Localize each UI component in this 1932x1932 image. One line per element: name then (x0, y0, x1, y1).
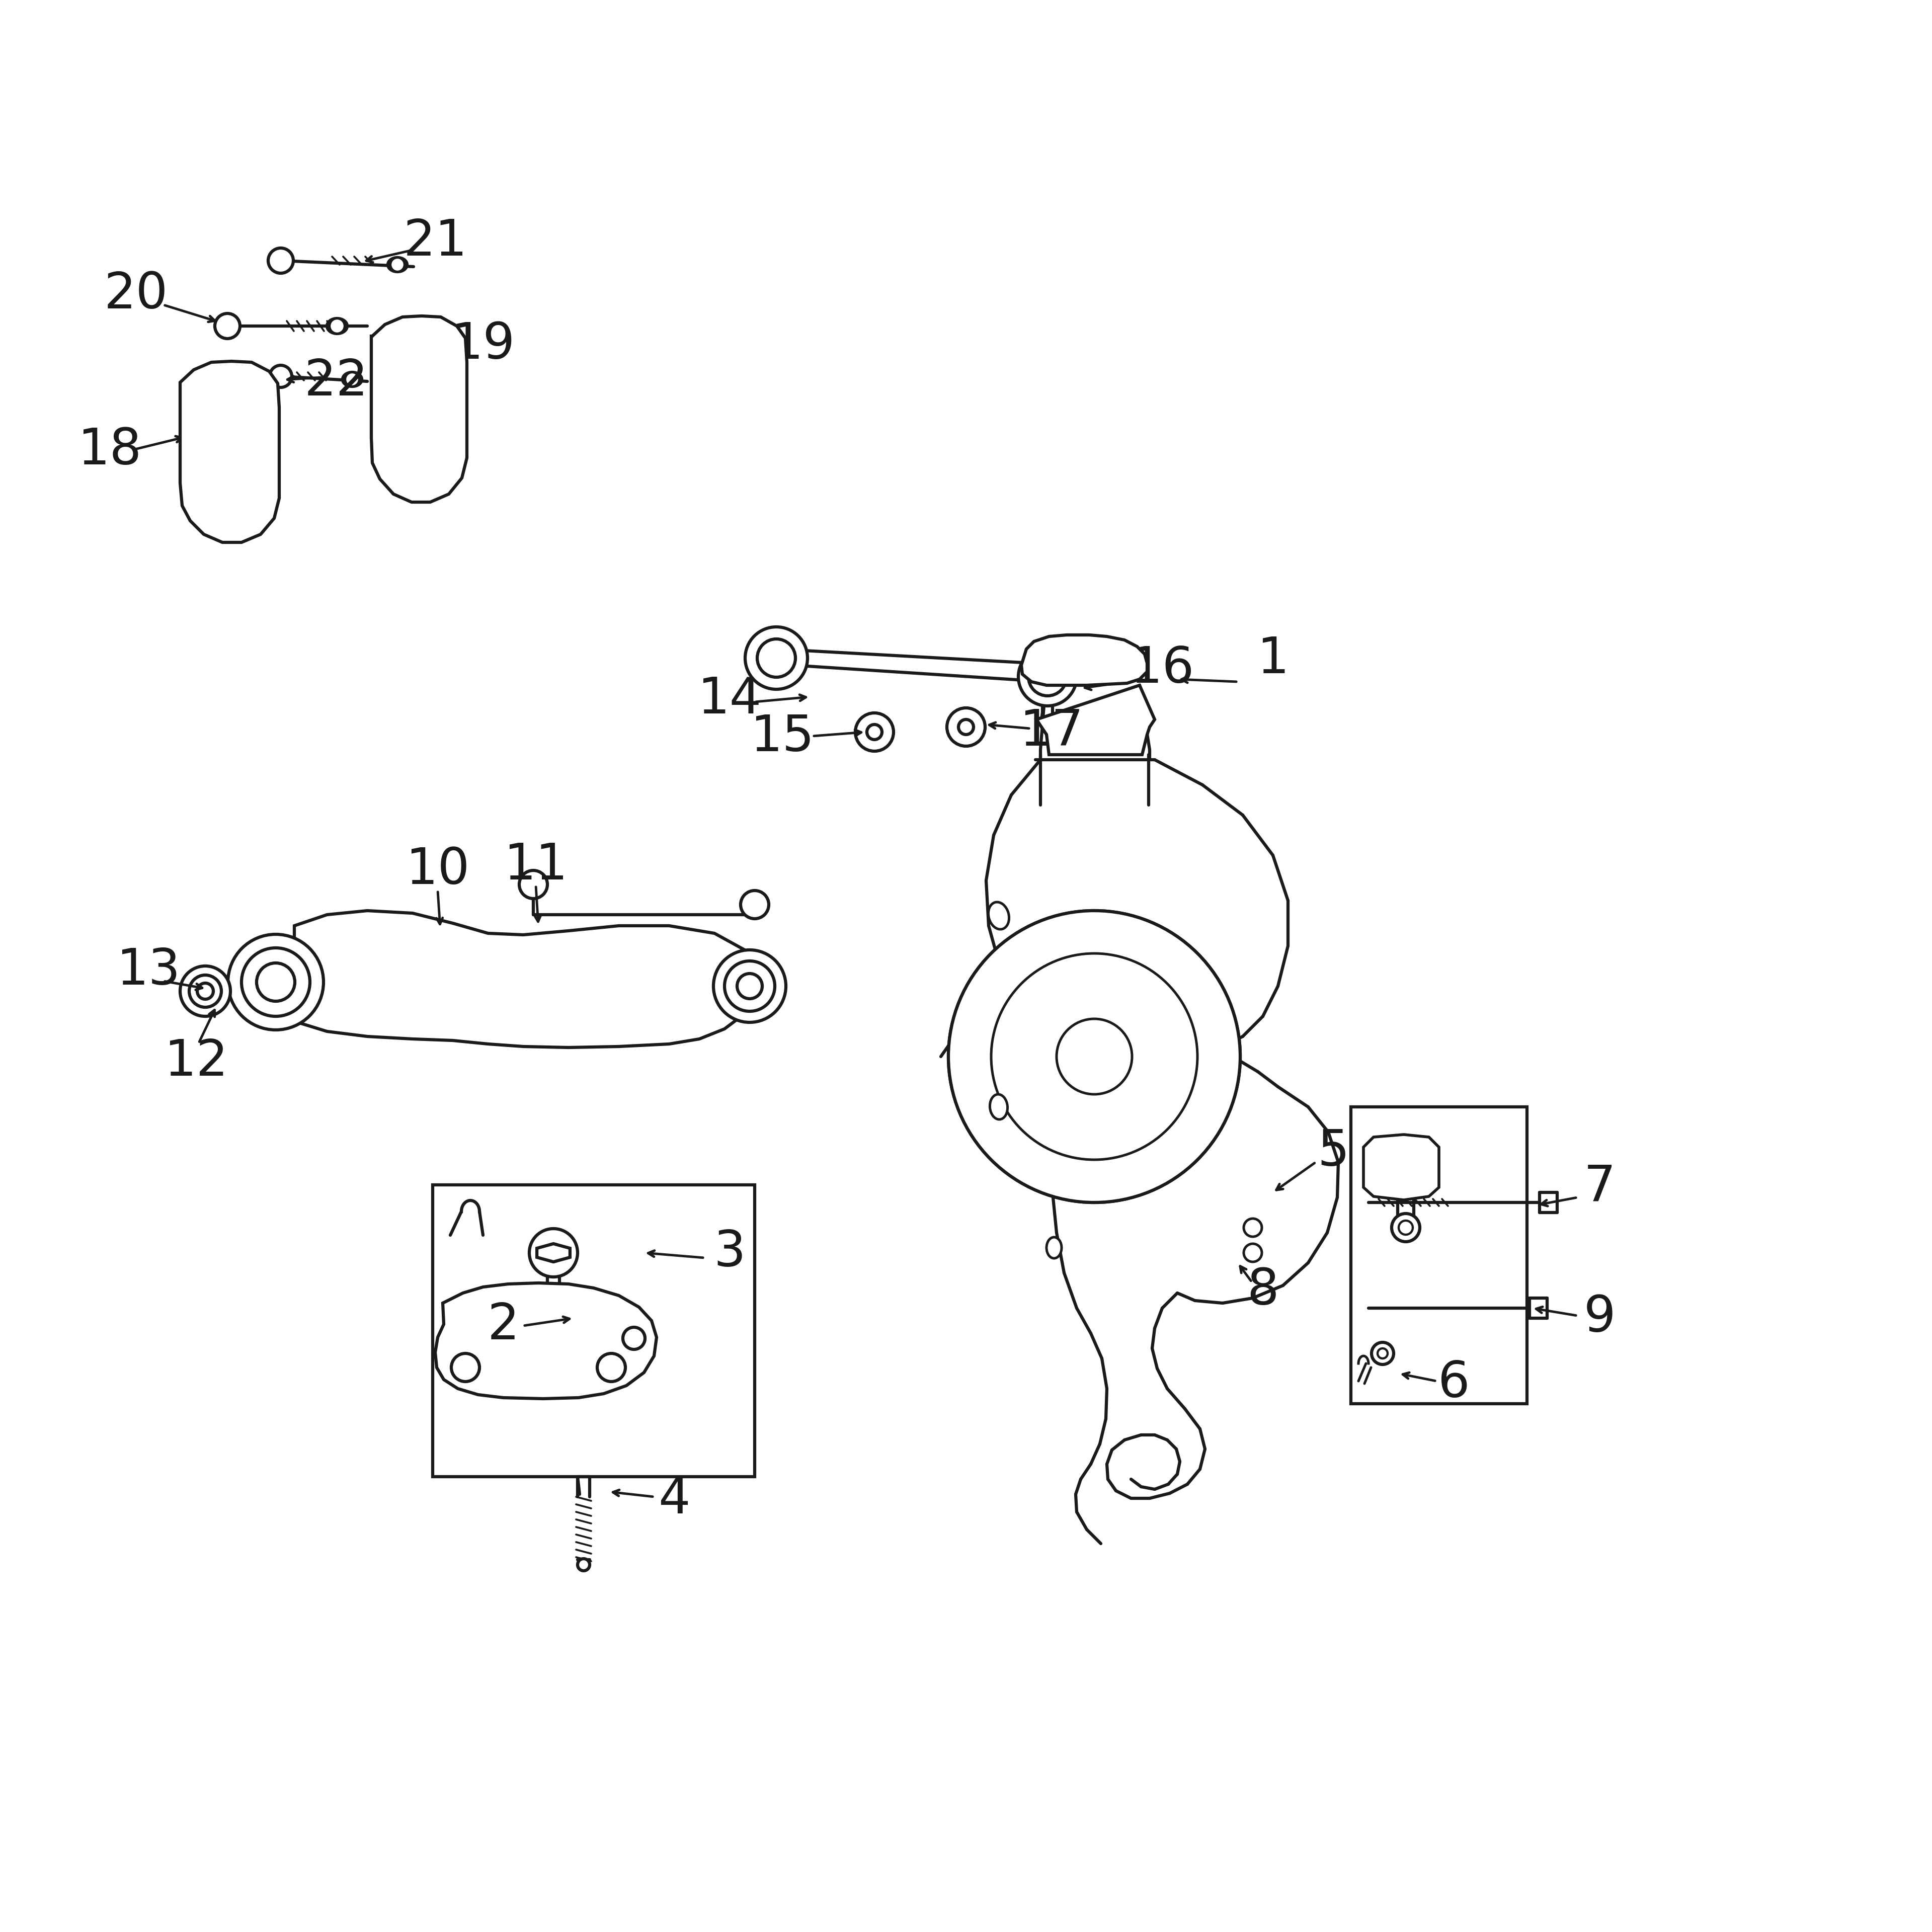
Bar (433, 1184, 755, 1476)
Bar (185, 442, 274, 466)
Text: 16: 16 (1130, 645, 1194, 694)
Circle shape (270, 365, 292, 388)
Bar (1350, 1107, 1526, 1405)
Text: 18: 18 (77, 425, 141, 475)
Text: 21: 21 (404, 216, 468, 267)
Circle shape (218, 483, 242, 504)
Circle shape (1111, 651, 1128, 668)
Circle shape (947, 707, 985, 746)
Circle shape (597, 1354, 626, 1381)
Circle shape (452, 1354, 479, 1381)
Polygon shape (435, 1283, 657, 1399)
Text: 11: 11 (504, 840, 568, 891)
Text: 15: 15 (750, 713, 815, 761)
Circle shape (1399, 1221, 1412, 1235)
Bar (185, 402, 274, 425)
Circle shape (242, 949, 309, 1016)
Text: 12: 12 (164, 1037, 228, 1086)
Circle shape (713, 951, 786, 1022)
Polygon shape (537, 1244, 570, 1262)
Circle shape (1391, 1213, 1420, 1242)
Circle shape (1057, 1018, 1132, 1094)
Text: 3: 3 (713, 1229, 746, 1277)
Circle shape (390, 257, 404, 272)
Text: 9: 9 (1584, 1294, 1615, 1343)
Text: 20: 20 (104, 270, 168, 319)
Circle shape (269, 247, 294, 272)
Text: 13: 13 (116, 947, 180, 995)
Ellipse shape (388, 257, 408, 272)
Circle shape (180, 966, 230, 1016)
Circle shape (218, 402, 242, 425)
Text: 19: 19 (450, 321, 516, 369)
Circle shape (529, 1229, 578, 1277)
Text: 17: 17 (1020, 707, 1084, 757)
Text: 2: 2 (487, 1302, 520, 1350)
Circle shape (545, 1244, 562, 1262)
Polygon shape (180, 361, 280, 543)
Ellipse shape (989, 1094, 1009, 1119)
Circle shape (958, 719, 974, 734)
Circle shape (1028, 657, 1066, 696)
Polygon shape (274, 910, 759, 1047)
Text: 7: 7 (1584, 1163, 1615, 1211)
Ellipse shape (342, 373, 361, 386)
Circle shape (1372, 1343, 1393, 1364)
Circle shape (257, 962, 296, 1001)
Polygon shape (1022, 636, 1148, 686)
Circle shape (1378, 1349, 1387, 1358)
Circle shape (189, 976, 222, 1007)
Ellipse shape (1047, 1236, 1061, 1258)
Text: 14: 14 (697, 674, 761, 725)
Text: 1: 1 (1258, 636, 1289, 684)
Circle shape (622, 1327, 645, 1349)
Text: 6: 6 (1437, 1360, 1470, 1408)
Circle shape (740, 891, 769, 920)
Text: 22: 22 (303, 357, 369, 406)
Circle shape (991, 952, 1198, 1159)
Circle shape (578, 1559, 589, 1571)
Circle shape (949, 910, 1240, 1202)
Text: 4: 4 (659, 1474, 690, 1524)
Bar (185, 483, 274, 506)
Circle shape (725, 960, 775, 1010)
Circle shape (218, 442, 242, 466)
Circle shape (1045, 651, 1063, 668)
Circle shape (757, 639, 796, 678)
Circle shape (949, 910, 1240, 1202)
Circle shape (408, 471, 431, 495)
Polygon shape (1364, 1134, 1439, 1200)
Text: 10: 10 (406, 846, 469, 895)
Circle shape (856, 713, 893, 752)
Circle shape (1244, 1244, 1262, 1262)
Polygon shape (371, 317, 468, 502)
Circle shape (746, 626, 808, 690)
Circle shape (1057, 1018, 1132, 1094)
Circle shape (1018, 647, 1076, 705)
Circle shape (408, 336, 431, 357)
Text: 5: 5 (1318, 1128, 1349, 1177)
Circle shape (991, 952, 1198, 1159)
Circle shape (197, 983, 213, 999)
Circle shape (867, 725, 883, 740)
Circle shape (330, 319, 344, 334)
Circle shape (408, 381, 431, 404)
Ellipse shape (989, 902, 1009, 929)
Circle shape (346, 373, 359, 386)
Circle shape (738, 974, 763, 999)
Circle shape (214, 313, 240, 338)
Ellipse shape (327, 319, 348, 334)
Polygon shape (1036, 686, 1155, 755)
Text: 8: 8 (1246, 1265, 1279, 1316)
Circle shape (1244, 1219, 1262, 1236)
Circle shape (520, 871, 547, 898)
Circle shape (228, 935, 323, 1030)
Circle shape (408, 427, 431, 448)
